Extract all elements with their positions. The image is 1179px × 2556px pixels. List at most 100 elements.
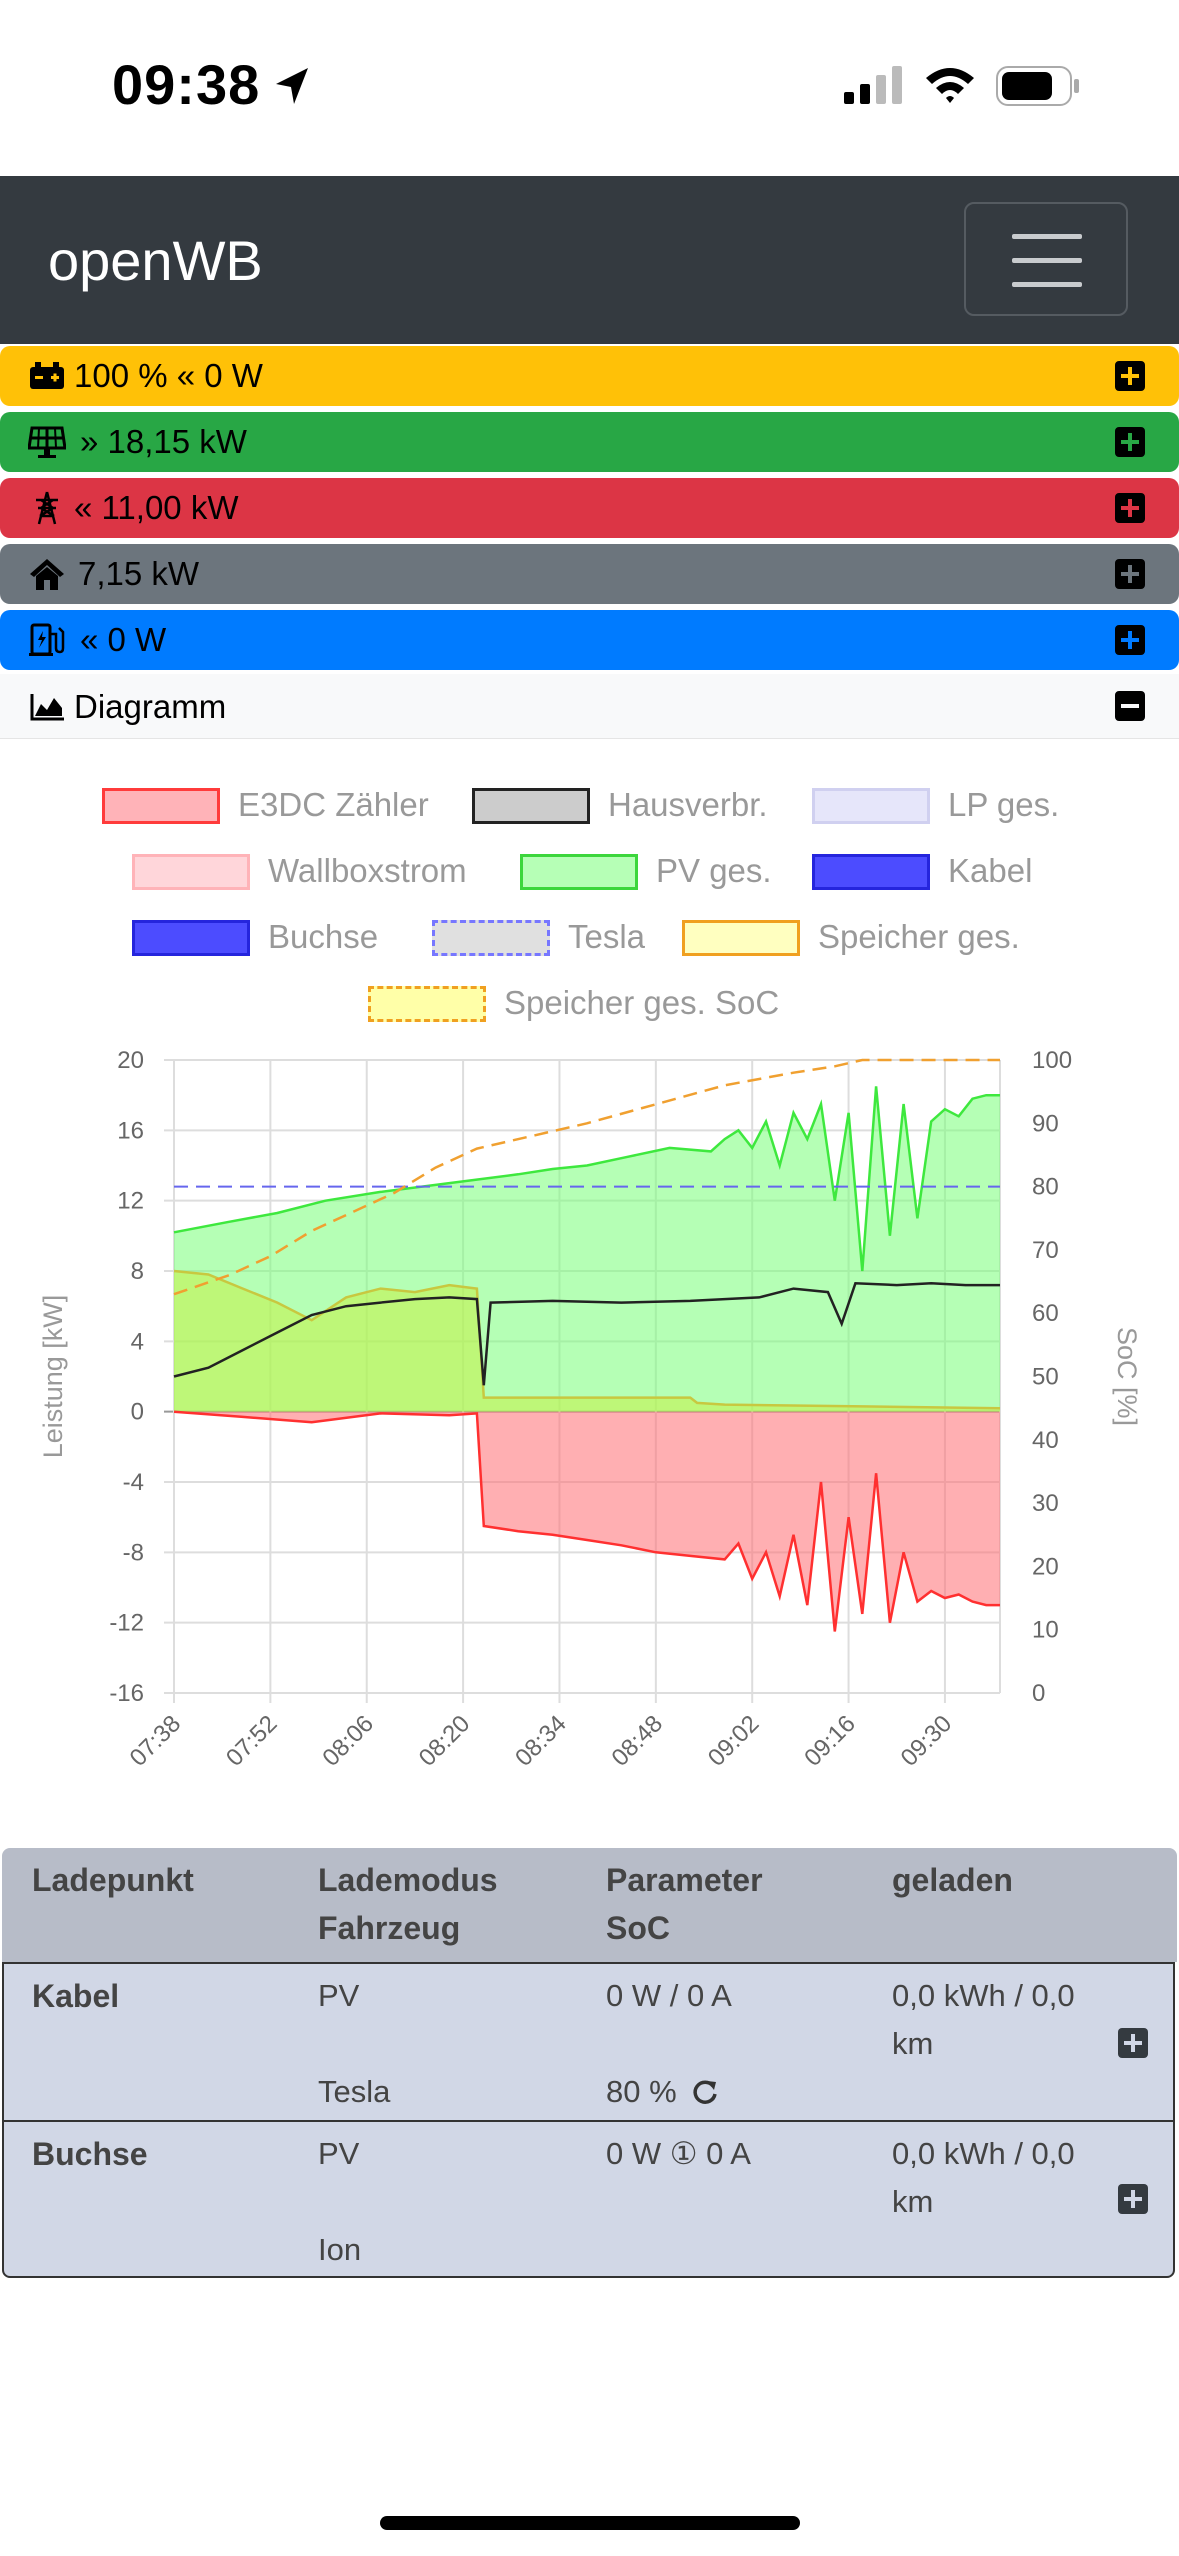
x-tick-label: 08:34: [510, 1710, 572, 1772]
lademodus-value[interactable]: PV: [318, 2136, 360, 2171]
menu-toggle-button[interactable]: [964, 202, 1128, 316]
geladen-value: 0,0 kWh / 0,0 km: [892, 2136, 1075, 2219]
power-chart: 201612840-4-8-12-16100908070605040302010…: [38, 1047, 1142, 1772]
header-lademodus: Lademodus Fahrzeug: [318, 1862, 498, 1946]
summary-bar-evu[interactable]: « 11,00 kW: [0, 478, 1179, 538]
expand-plus-icon[interactable]: [1115, 493, 1145, 523]
y-left-tick-label: -16: [109, 1680, 144, 1707]
expand-plus-icon[interactable]: [1115, 559, 1145, 589]
battery-status-icon: [996, 66, 1079, 106]
refresh-icon[interactable]: [691, 2078, 719, 2106]
legend-label[interactable]: Kabel: [948, 852, 1033, 889]
status-time: 09:38: [112, 53, 261, 116]
expand-plus-icon[interactable]: [1118, 2028, 1148, 2058]
y-right-tick-label: 40: [1032, 1427, 1059, 1454]
x-tick-label: 08:48: [607, 1710, 669, 1772]
diagram-header[interactable]: Diagramm: [0, 674, 1179, 739]
x-tick-label: 09:30: [896, 1710, 958, 1772]
fahrzeug-value: Ion: [318, 2232, 362, 2267]
summary-bar-ladepunkte[interactable]: « 0 W: [0, 610, 1179, 670]
table-row[interactable]: Buchse PV Ion 0 W ① 0 A 0,0 kWh / 0,0 km: [2, 2120, 1175, 2278]
y-left-tick-label: 0: [131, 1399, 144, 1426]
table-row[interactable]: Kabel PV Tesla 0 W / 0 A 80 % 0,0 kWh / …: [2, 1962, 1175, 2122]
y-right-tick-label: 100: [1032, 1047, 1072, 1074]
legend-swatch[interactable]: [432, 920, 550, 956]
house-icon: [30, 559, 64, 590]
legend-label[interactable]: E3DC Zähler: [238, 786, 429, 823]
y-left-axis-label: Leistung [kW]: [38, 1295, 68, 1459]
summary-text-speicher: 100 % « 0 W: [74, 357, 263, 394]
series-area-speicher-ges: [174, 1271, 1000, 1412]
y-left-tick-label: -12: [109, 1610, 144, 1637]
fahrzeug-value: Tesla: [318, 2074, 391, 2109]
collapse-minus-icon[interactable]: [1115, 691, 1145, 721]
legend-swatch[interactable]: [368, 986, 486, 1022]
expand-plus-icon[interactable]: [1118, 2184, 1148, 2214]
y-left-tick-label: -4: [123, 1469, 144, 1496]
soc-value[interactable]: 80 %: [606, 2068, 719, 2116]
legend-swatch[interactable]: [102, 788, 220, 824]
y-right-tick-label: 80: [1032, 1174, 1059, 1201]
brand-title[interactable]: openWB: [48, 229, 263, 292]
y-right-tick-label: 20: [1032, 1553, 1059, 1580]
y-right-tick-label: 30: [1032, 1490, 1059, 1517]
header-ladepunkt: Ladepunkt: [32, 1862, 194, 1898]
series-line-speicher-ges-soc: [173, 1058, 1000, 1296]
x-tick-label: 09:16: [799, 1710, 861, 1772]
legend-swatch[interactable]: [812, 788, 930, 824]
legend-label[interactable]: LP ges.: [948, 786, 1060, 823]
ladepunkt-name: Kabel: [32, 1978, 120, 2014]
ladepunkt-name: Buchse: [32, 2136, 148, 2172]
header-geladen: geladen: [892, 1862, 1013, 1898]
summary-text-haus: 7,15 kW: [78, 555, 200, 592]
legend-label[interactable]: Buchse: [268, 918, 379, 955]
y-left-tick-label: 16: [117, 1117, 144, 1144]
summary-bar-speicher[interactable]: 100 % « 0 W: [0, 346, 1179, 406]
summary-bar-pv[interactable]: » 18,15 kW: [0, 412, 1179, 472]
legend-label[interactable]: Hausverbr.: [608, 786, 768, 823]
expand-plus-icon[interactable]: [1115, 361, 1145, 391]
area-chart-icon: [30, 694, 64, 721]
x-tick-label: 07:38: [125, 1710, 187, 1772]
lademodus-value[interactable]: PV: [318, 1978, 360, 2013]
summary-text-pv: » 18,15 kW: [80, 423, 247, 460]
charging-station-icon: [29, 623, 65, 656]
power-tower-icon: [36, 491, 58, 525]
y-left-tick-label: 20: [117, 1047, 144, 1074]
legend-label[interactable]: Tesla: [568, 918, 646, 955]
legend-swatch[interactable]: [812, 854, 930, 890]
expand-plus-icon[interactable]: [1115, 427, 1145, 457]
legend-label[interactable]: PV ges.: [656, 852, 772, 889]
y-right-tick-label: 0: [1032, 1680, 1045, 1707]
series-area-e3dc-z-hler: [174, 1411, 1000, 1632]
legend-label[interactable]: Speicher ges. SoC: [504, 984, 780, 1021]
series-line-pv-ges: [173, 1086, 1000, 1272]
wifi-icon: [926, 68, 974, 103]
location-arrow-icon: [276, 68, 308, 104]
expand-plus-icon[interactable]: [1115, 625, 1145, 655]
y-left-tick-label: 12: [117, 1188, 144, 1215]
parameter-value: 0 W / 0 A: [606, 1978, 732, 2013]
y-right-tick-label: 70: [1032, 1237, 1059, 1264]
legend-swatch[interactable]: [520, 854, 638, 890]
y-right-tick-label: 50: [1032, 1364, 1059, 1391]
y-left-tick-label: -8: [123, 1539, 144, 1566]
legend-swatch[interactable]: [132, 854, 250, 890]
parameter-value: 0 W ① 0 A: [606, 2136, 751, 2171]
series-line-e3dc-z-hler: [173, 1410, 1000, 1632]
header-parameter: Parameter SoC: [606, 1862, 763, 1946]
legend-label[interactable]: Wallboxstrom: [268, 852, 467, 889]
legend-swatch[interactable]: [132, 920, 250, 956]
navbar: openWB: [0, 176, 1179, 344]
y-right-tick-label: 10: [1032, 1617, 1059, 1644]
legend-label[interactable]: Speicher ges.: [818, 918, 1020, 955]
legend-swatch[interactable]: [682, 920, 800, 956]
ladepunkt-table-header: Ladepunkt Lademodus Fahrzeug Parameter SoC…: [2, 1848, 1177, 1962]
summary-bar-haus[interactable]: 7,15 kW: [0, 544, 1179, 604]
home-indicator[interactable]: [380, 2516, 800, 2530]
y-right-tick-label: 60: [1032, 1300, 1059, 1327]
cellular-signal-icon: [844, 66, 902, 104]
legend-swatch[interactable]: [472, 788, 590, 824]
y-left-tick-label: 4: [131, 1328, 144, 1355]
battery-icon: [30, 362, 64, 389]
